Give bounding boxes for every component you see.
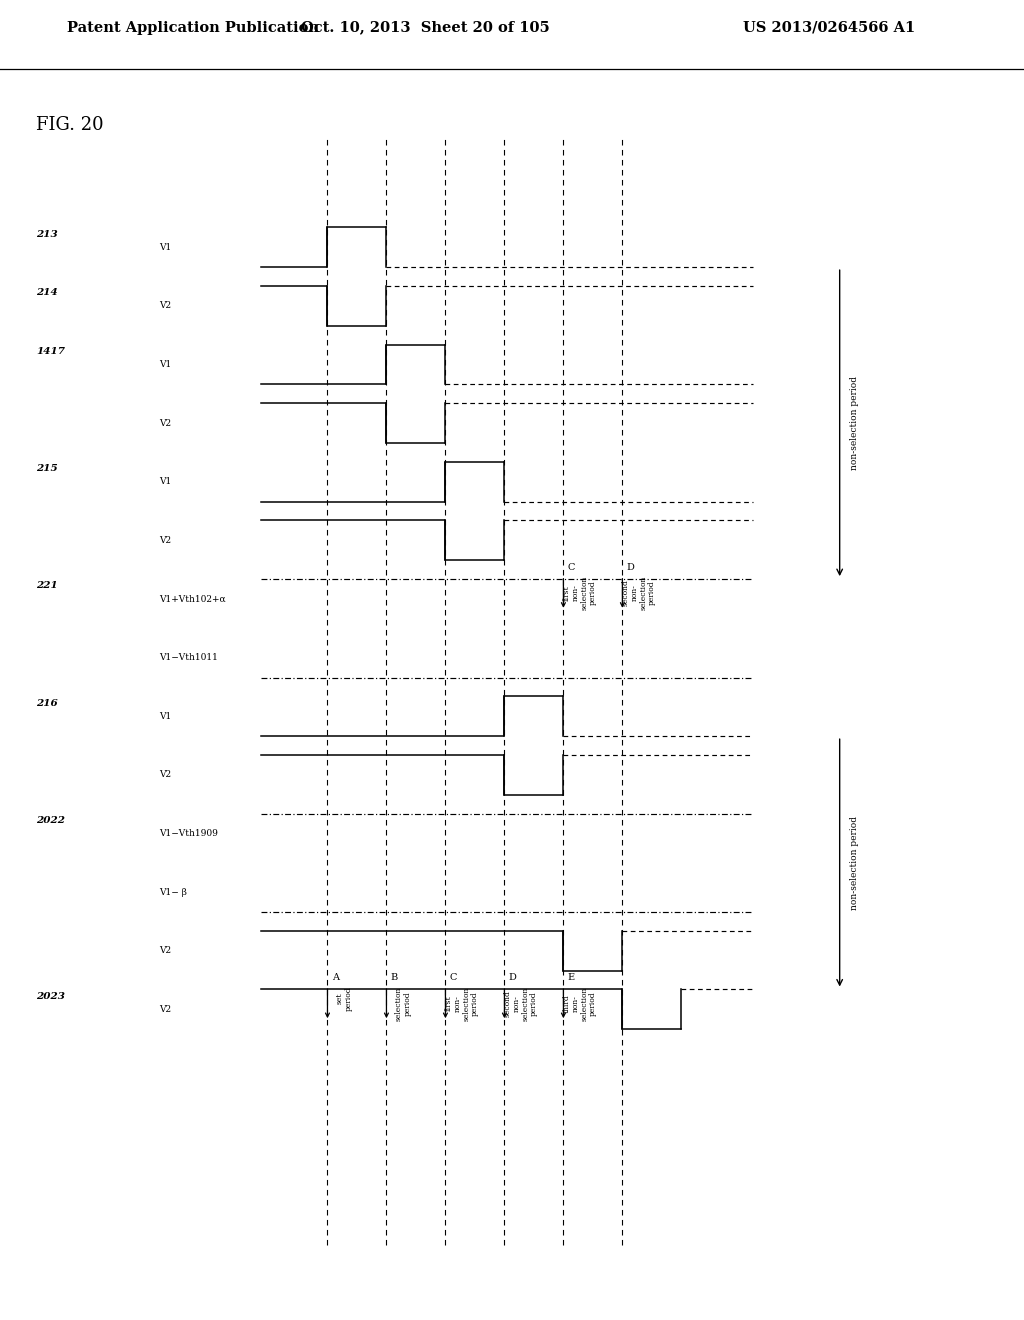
Text: V1: V1 <box>159 360 171 370</box>
Text: Oct. 10, 2013  Sheet 20 of 105: Oct. 10, 2013 Sheet 20 of 105 <box>301 21 549 34</box>
Text: D: D <box>509 973 516 982</box>
Text: 214: 214 <box>36 288 57 297</box>
Text: A: A <box>332 973 339 982</box>
Text: V1: V1 <box>159 711 171 721</box>
Text: 2022: 2022 <box>36 816 65 825</box>
Text: V1−Vth1011: V1−Vth1011 <box>159 653 217 663</box>
Text: C: C <box>450 973 457 982</box>
Text: C: C <box>567 564 574 572</box>
Text: V1+Vth102+α: V1+Vth102+α <box>159 594 225 603</box>
Text: V1: V1 <box>159 243 171 252</box>
Text: D: D <box>627 564 634 572</box>
Text: 2023: 2023 <box>36 991 65 1001</box>
Text: 213: 213 <box>36 230 57 239</box>
Text: 215: 215 <box>36 465 57 473</box>
Text: FIG. 20: FIG. 20 <box>36 116 103 135</box>
Text: V1− β: V1− β <box>159 887 186 896</box>
Text: 216: 216 <box>36 698 57 708</box>
Text: US 2013/0264566 A1: US 2013/0264566 A1 <box>743 21 915 34</box>
Text: first
non-
selection
period: first non- selection period <box>444 986 479 1020</box>
Text: V2: V2 <box>159 301 171 310</box>
Text: second
non-
selection
period: second non- selection period <box>622 576 656 610</box>
Text: E: E <box>567 973 574 982</box>
Text: third
non-
selection
period: third non- selection period <box>562 986 597 1020</box>
Text: set
period: set period <box>336 986 352 1011</box>
Text: B: B <box>390 973 397 982</box>
Text: non-selection period: non-selection period <box>850 816 858 909</box>
Text: second
non-
selection
period: second non- selection period <box>504 986 539 1020</box>
Text: V1−Vth1909: V1−Vth1909 <box>159 829 217 838</box>
Text: V2: V2 <box>159 536 171 545</box>
Text: non-selection period: non-selection period <box>850 376 858 470</box>
Text: first
non-
selection
period: first non- selection period <box>562 576 597 610</box>
Text: 1417: 1417 <box>36 347 65 356</box>
Text: 221: 221 <box>36 581 57 590</box>
Text: selection
period: selection period <box>394 986 412 1020</box>
Text: Patent Application Publication: Patent Application Publication <box>67 21 318 34</box>
Text: V2: V2 <box>159 946 171 956</box>
Text: V1: V1 <box>159 478 171 486</box>
Text: V2: V2 <box>159 1005 171 1014</box>
Text: V2: V2 <box>159 418 171 428</box>
Text: V2: V2 <box>159 771 171 779</box>
